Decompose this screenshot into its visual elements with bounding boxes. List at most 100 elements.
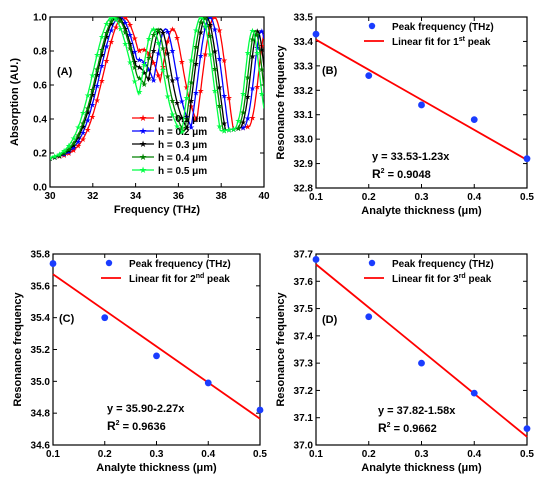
series-marker: ★ <box>98 61 105 70</box>
legend-point-marker <box>368 259 376 267</box>
series-marker: ★ <box>103 33 110 42</box>
series-marker: ★ <box>244 48 251 57</box>
series-marker: ★ <box>70 143 77 152</box>
series-marker: ★ <box>56 151 63 160</box>
data-point <box>312 256 320 263</box>
series-marker: ★ <box>197 13 204 22</box>
y-tick-label: 35.6 <box>31 281 51 292</box>
series-marker: ★ <box>174 34 181 43</box>
legend-fit-label: Linear fit for 1st peak <box>392 36 491 48</box>
x-tick-label: 32 <box>87 191 99 202</box>
x-tick-label: 0.5 <box>253 449 267 460</box>
legend-fit-suffix: peak <box>466 274 492 285</box>
series-marker: ★ <box>174 74 181 83</box>
series-marker: ★ <box>192 26 199 35</box>
x-tick-label: 0.2 <box>98 449 112 460</box>
series-marker: ★ <box>61 151 68 160</box>
series-marker: ★ <box>136 63 143 72</box>
y-tick-label: 37.1 <box>294 413 314 424</box>
series-marker: ★ <box>117 24 124 33</box>
series-marker: ★ <box>244 114 251 123</box>
series-marker: ★ <box>51 153 58 162</box>
series-marker: ★ <box>164 37 171 46</box>
series-marker: ★ <box>258 45 265 54</box>
series-marker: ★ <box>93 51 100 60</box>
series-marker: ★ <box>206 13 213 22</box>
r2-value: = 0.9662 <box>391 423 437 435</box>
data-point <box>523 155 531 163</box>
series-marker: ★ <box>249 84 256 93</box>
data-point <box>418 359 425 367</box>
fit-equation: y = 33.53-1.23x <box>372 151 450 163</box>
series-marker: ★ <box>141 80 148 89</box>
series-marker: ★ <box>108 19 115 28</box>
series-marker: ★ <box>46 154 53 163</box>
series-marker: ★ <box>197 28 204 37</box>
series-marker: ★ <box>98 51 105 60</box>
series-marker: ★ <box>235 124 242 133</box>
series-marker: ★ <box>230 125 237 134</box>
r-squared: R2 = 0.9662 <box>378 421 437 435</box>
series-marker: ★ <box>155 27 162 36</box>
series-marker: ★ <box>84 108 91 117</box>
legend-swatch-marker: ★ <box>139 127 147 137</box>
y-tick-label: 37.5 <box>294 304 314 315</box>
series-marker: ★ <box>188 56 195 65</box>
r2-sup: 2 <box>381 168 385 175</box>
series-marker: ★ <box>192 88 199 97</box>
data-point <box>312 30 320 38</box>
series-marker: ★ <box>202 22 209 31</box>
series-marker: ★ <box>254 27 261 36</box>
data-point <box>470 389 478 397</box>
data-point <box>365 313 373 321</box>
series-marker: ★ <box>56 150 63 159</box>
series-marker: ★ <box>188 123 195 132</box>
series-marker: ★ <box>145 66 152 75</box>
series-marker: ★ <box>202 14 209 23</box>
series-marker: ★ <box>70 139 77 148</box>
series-marker: ★ <box>122 28 129 37</box>
x-tick-label: 0.2 <box>362 449 376 460</box>
series-marker: ★ <box>126 39 133 48</box>
series-marker: ★ <box>159 44 166 53</box>
series-marker: ★ <box>56 151 63 160</box>
series-marker: ★ <box>164 49 171 58</box>
data-point <box>523 425 531 433</box>
x-tick-label: 0.1 <box>309 449 323 460</box>
series-marker: ★ <box>206 32 213 41</box>
y-tick-label: 37.0 <box>294 441 314 452</box>
y-axis-label: Absorption (AU.) <box>9 58 21 146</box>
legend-fit-label: Linear fit for 3rd peak <box>392 273 492 285</box>
series-marker: ★ <box>65 141 72 150</box>
series-marker: ★ <box>211 25 218 34</box>
x-tick-label: 0.1 <box>309 192 323 203</box>
r2-sup: 2 <box>387 422 391 429</box>
series-marker: ★ <box>216 26 223 35</box>
series-marker: ★ <box>103 42 110 51</box>
y-tick-label: 34.6 <box>31 441 51 452</box>
y-tick-label: 37.7 <box>294 250 314 261</box>
series-marker: ★ <box>169 97 176 106</box>
data-point <box>365 72 373 80</box>
series-marker: ★ <box>89 71 96 80</box>
series-marker: ★ <box>79 119 86 128</box>
x-axis-label: Analyte thickness (μm) <box>361 205 482 217</box>
series-marker: ★ <box>249 52 256 61</box>
series-marker: ★ <box>75 137 82 146</box>
series-marker: ★ <box>84 116 91 125</box>
data-point <box>418 101 425 109</box>
series-marker: ★ <box>98 33 105 42</box>
r-squared: R2 = 0.9636 <box>107 419 166 433</box>
data-point <box>153 352 160 360</box>
legend-entry: h = 0.4 μm <box>158 153 207 164</box>
y-tick-label: 32.9 <box>294 159 314 170</box>
r-squared: R2 = 0.9048 <box>372 167 431 181</box>
series-marker: ★ <box>211 13 218 22</box>
series-marker: ★ <box>239 108 246 117</box>
y-axis-label: Resonance frequency <box>275 291 287 406</box>
series-marker: ★ <box>188 78 195 87</box>
series-marker: ★ <box>108 38 115 47</box>
series-marker: ★ <box>70 146 77 155</box>
series-marker: ★ <box>51 153 58 162</box>
y-tick-label: 37.6 <box>294 277 314 288</box>
